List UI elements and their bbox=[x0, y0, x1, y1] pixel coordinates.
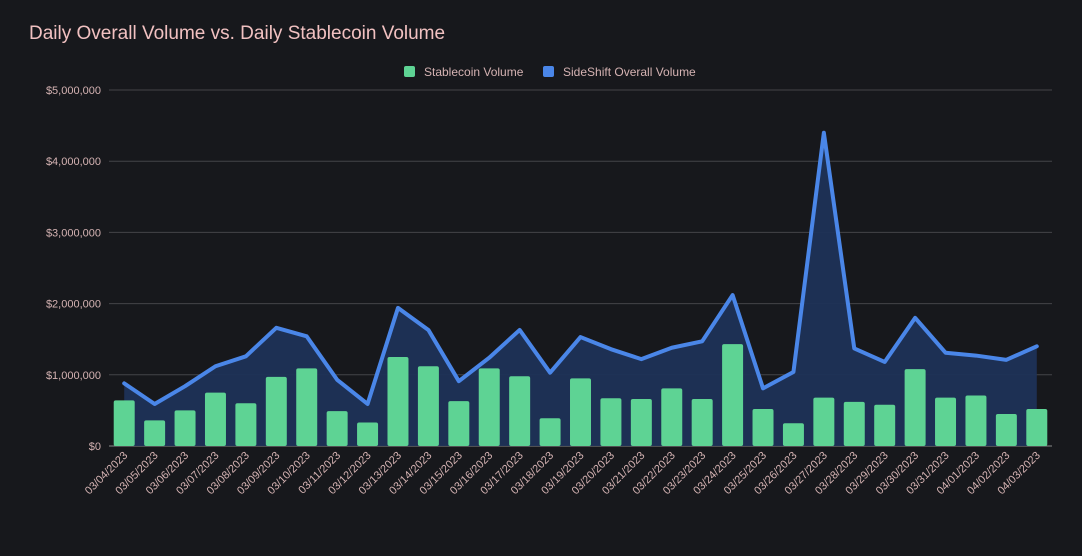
y-tick-label: $1,000,000 bbox=[46, 370, 101, 382]
y-tick-label: $4,000,000 bbox=[46, 156, 101, 168]
stablecoin-bar bbox=[296, 368, 318, 446]
stablecoin-bar bbox=[965, 395, 987, 446]
stablecoin-bar bbox=[357, 422, 379, 446]
y-tick-label: $2,000,000 bbox=[46, 299, 101, 311]
stablecoin-bar bbox=[326, 411, 348, 446]
overall-volume-line bbox=[122, 130, 1039, 406]
stablecoin-bar bbox=[722, 344, 744, 446]
stablecoin-bar bbox=[144, 420, 166, 446]
overall-volume-area bbox=[124, 132, 1037, 446]
stablecoin-bar bbox=[600, 398, 622, 446]
stablecoin-bar bbox=[478, 368, 500, 446]
y-tick-label: $0 bbox=[89, 441, 101, 453]
stablecoin-bars bbox=[113, 344, 1048, 446]
stablecoin-bar bbox=[813, 397, 835, 446]
stablecoin-bar bbox=[995, 413, 1017, 446]
overall-volume-area-fill bbox=[124, 132, 1037, 446]
stablecoin-bar bbox=[630, 399, 652, 446]
stablecoin-bar bbox=[691, 399, 713, 446]
stablecoin-bar bbox=[417, 366, 439, 446]
x-axis: 03/04/202303/05/202303/06/202303/07/2023… bbox=[83, 450, 1043, 497]
stablecoin-bar bbox=[113, 400, 135, 446]
stablecoin-bar bbox=[174, 410, 196, 446]
stablecoin-bar bbox=[570, 378, 591, 446]
stablecoin-bar bbox=[661, 388, 683, 446]
stablecoin-bar bbox=[904, 369, 926, 446]
stablecoin-bar bbox=[387, 357, 409, 446]
stablecoin-bar bbox=[235, 403, 257, 446]
legend-swatch-overall bbox=[543, 66, 554, 77]
stablecoin-bar bbox=[782, 423, 804, 446]
stablecoin-bar bbox=[204, 392, 226, 446]
stablecoin-bar bbox=[1026, 408, 1048, 446]
legend: Stablecoin Volume SideShift Overall Volu… bbox=[404, 65, 696, 79]
stablecoin-bar bbox=[843, 401, 865, 446]
stablecoin-bar bbox=[509, 376, 531, 446]
stablecoin-bar bbox=[874, 404, 896, 446]
y-axis: $0 $1,000,000 $2,000,000 $3,000,000 $4,000,0… bbox=[46, 85, 101, 453]
legend-label-stablecoin: Stablecoin Volume bbox=[424, 65, 524, 79]
y-tick-label: $5,000,000 bbox=[46, 85, 101, 97]
stablecoin-bar bbox=[539, 418, 561, 446]
stablecoin-bar bbox=[935, 397, 957, 446]
chart-title: Daily Overall Volume vs. Daily Stablecoi… bbox=[29, 23, 446, 44]
stablecoin-bar bbox=[752, 408, 774, 446]
stablecoin-bar bbox=[448, 401, 470, 446]
y-tick-label: $3,000,000 bbox=[46, 227, 101, 239]
stablecoin-bar bbox=[265, 376, 287, 446]
legend-swatch-stablecoin bbox=[404, 66, 415, 77]
legend-label-overall: SideShift Overall Volume bbox=[563, 65, 696, 79]
